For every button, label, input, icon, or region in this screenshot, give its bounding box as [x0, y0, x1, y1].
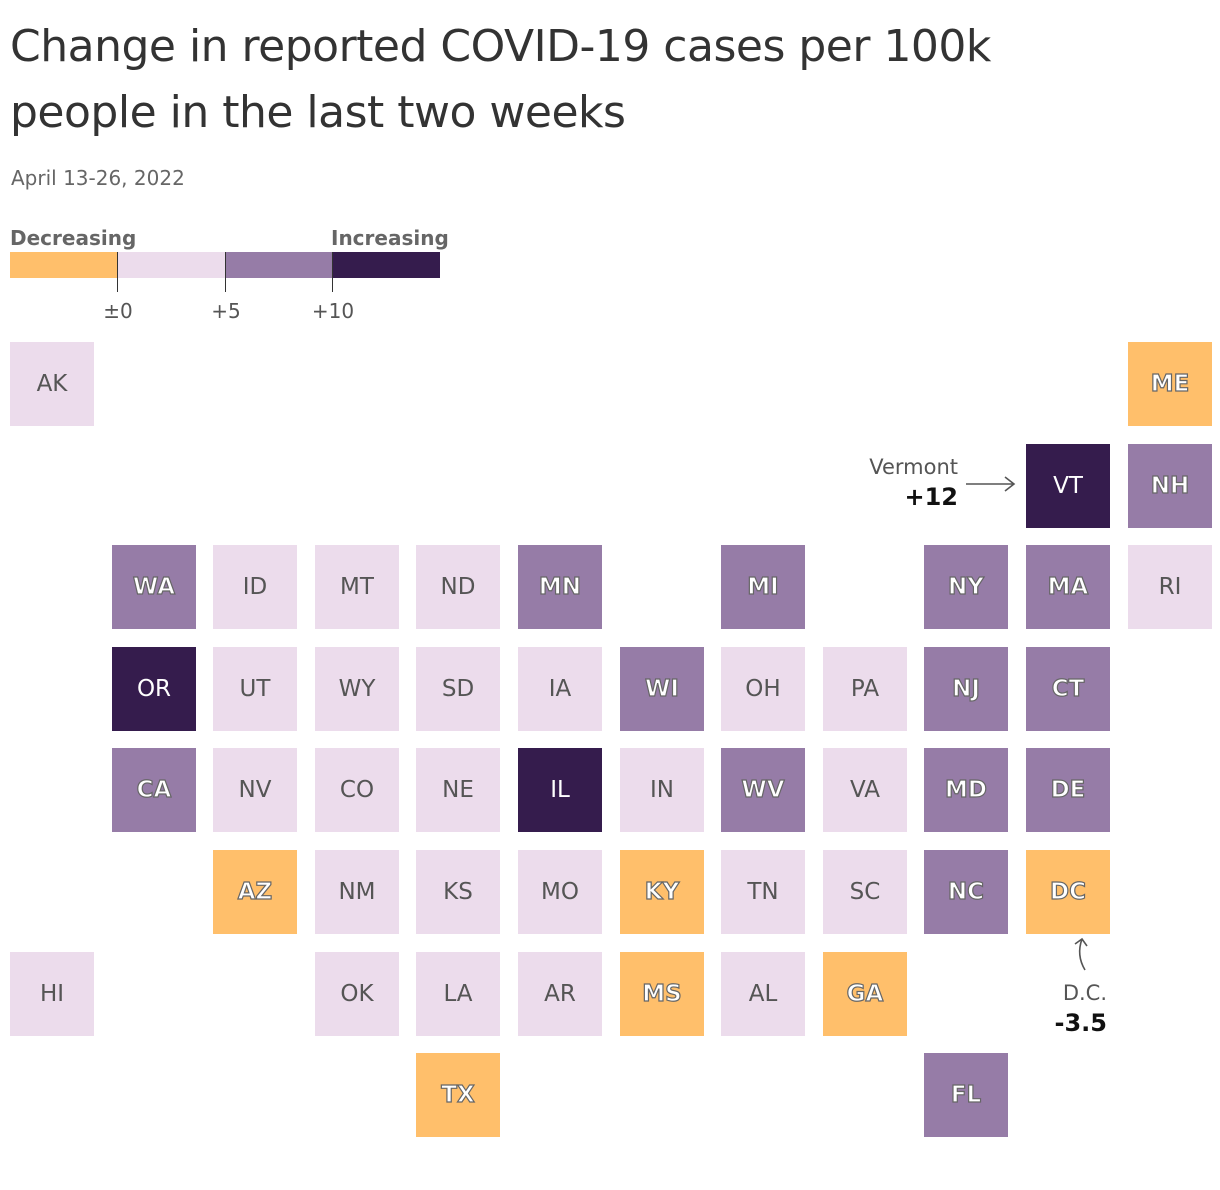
state-tile-wi: WI: [620, 647, 704, 731]
legend-increasing-label: Increasing: [331, 226, 449, 250]
legend-color-bar: [10, 252, 440, 278]
legend-swatch-5-10: [225, 252, 333, 278]
state-tile-ct: CT: [1026, 647, 1110, 731]
state-tile-tn: TN: [721, 850, 805, 934]
state-tile-al: AL: [721, 952, 805, 1036]
state-tile-nv: NV: [213, 748, 297, 832]
legend-swatch-decreasing: [10, 252, 118, 278]
state-tile-sd: SD: [416, 647, 500, 731]
state-tile-ga: GA: [823, 952, 907, 1036]
state-tile-in: IN: [620, 748, 704, 832]
state-tile-dc: DC: [1026, 850, 1110, 934]
annotation-dc-name: D.C.: [1062, 981, 1107, 1005]
legend-tick-label-10: +10: [311, 299, 355, 323]
chart-subtitle: April 13-26, 2022: [11, 166, 185, 190]
vermont-arrow-icon: [966, 476, 1016, 492]
state-tile-nd: ND: [416, 545, 500, 629]
state-tile-ak: AK: [10, 342, 94, 426]
state-tile-ia: IA: [518, 647, 602, 731]
state-tile-pa: PA: [823, 647, 907, 731]
state-tile-tx: TX: [416, 1053, 500, 1137]
state-tile-oh: OH: [721, 647, 805, 731]
state-tile-mn: MN: [518, 545, 602, 629]
state-tile-de: DE: [1026, 748, 1110, 832]
state-tile-me: ME: [1128, 342, 1212, 426]
legend-swatch-10-plus: [332, 252, 440, 278]
state-tile-id: ID: [213, 545, 297, 629]
state-tile-ms: MS: [620, 952, 704, 1036]
state-tile-or: OR: [112, 647, 196, 731]
state-tile-ma: MA: [1026, 545, 1110, 629]
state-tile-nh: NH: [1128, 444, 1212, 528]
state-tile-wv: WV: [721, 748, 805, 832]
state-tile-ri: RI: [1128, 545, 1212, 629]
state-tile-ok: OK: [315, 952, 399, 1036]
state-tile-ar: AR: [518, 952, 602, 1036]
state-tile-co: CO: [315, 748, 399, 832]
legend-tick-0: [117, 252, 118, 292]
state-tile-mo: MO: [518, 850, 602, 934]
state-tile-hi: HI: [10, 952, 94, 1036]
state-tile-ne: NE: [416, 748, 500, 832]
annotation-vermont-value: +12: [904, 483, 958, 511]
state-tile-nm: NM: [315, 850, 399, 934]
legend-tick-label-0: ±0: [103, 299, 133, 323]
state-tile-sc: SC: [823, 850, 907, 934]
state-tile-il: IL: [518, 748, 602, 832]
state-tile-la: LA: [416, 952, 500, 1036]
annotation-vermont-name: Vermont: [869, 455, 958, 479]
state-tile-ca: CA: [112, 748, 196, 832]
state-tile-nj: NJ: [924, 647, 1008, 731]
state-tile-vt: VT: [1026, 444, 1110, 528]
state-tile-ut: UT: [213, 647, 297, 731]
state-tile-mi: MI: [721, 545, 805, 629]
state-tile-wy: WY: [315, 647, 399, 731]
state-tile-wa: WA: [112, 545, 196, 629]
state-tile-ny: NY: [924, 545, 1008, 629]
legend-tick-10: [332, 252, 333, 292]
chart-title: Change in reported COVID-19 cases per 10…: [10, 21, 991, 138]
state-tile-ks: KS: [416, 850, 500, 934]
state-tile-va: VA: [823, 748, 907, 832]
legend-decreasing-label: Decreasing: [10, 226, 137, 250]
state-tile-mt: MT: [315, 545, 399, 629]
dc-arrow-icon: [1074, 937, 1088, 971]
annotation-dc-value: -3.5: [1054, 1009, 1107, 1037]
state-tile-az: AZ: [213, 850, 297, 934]
legend-swatch-0-5: [117, 252, 225, 278]
state-tile-nc: NC: [924, 850, 1008, 934]
legend-tick-label-5: +5: [211, 299, 241, 323]
state-tile-ky: KY: [620, 850, 704, 934]
legend-tick-5: [225, 252, 226, 292]
state-tile-md: MD: [924, 748, 1008, 832]
state-tile-fl: FL: [924, 1053, 1008, 1137]
